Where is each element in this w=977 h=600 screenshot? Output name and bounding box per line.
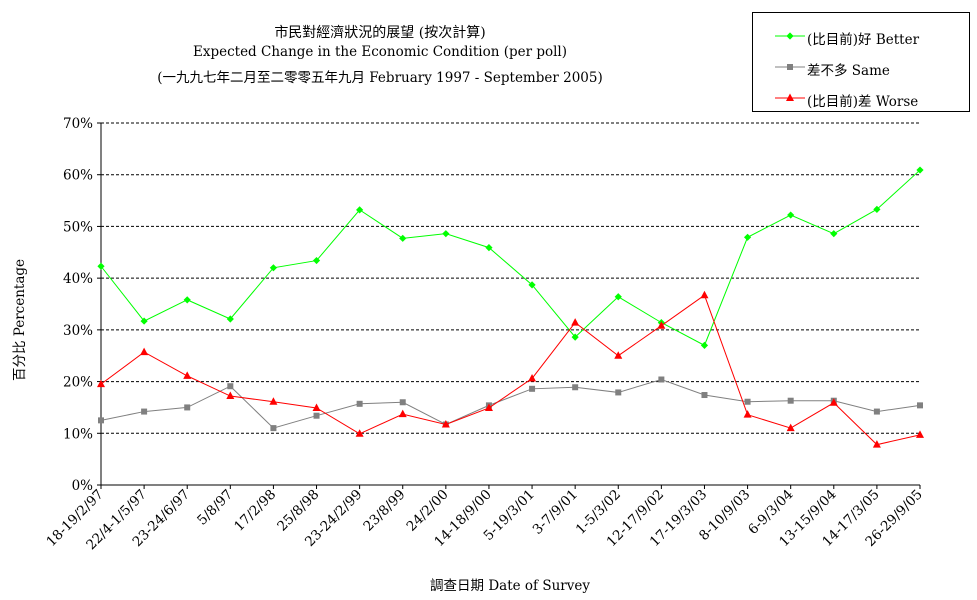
data-point xyxy=(97,262,105,270)
data-point xyxy=(226,315,234,323)
data-point xyxy=(312,256,321,265)
data-point xyxy=(786,423,795,432)
y-axis-label: 百分比 Percentage xyxy=(12,258,28,382)
data-point xyxy=(829,398,838,406)
y-tick-label: 20% xyxy=(63,375,93,391)
data-point xyxy=(872,440,881,448)
data-point xyxy=(700,290,709,299)
data-point xyxy=(270,425,277,432)
data-point xyxy=(916,166,924,174)
y-tick-label: 70% xyxy=(63,116,93,132)
data-point xyxy=(355,429,364,437)
chart-title: 市民對經濟狀況的展望 (按次計算) xyxy=(274,25,486,41)
legend-item-same: 差不多 Same xyxy=(761,57,966,79)
data-point xyxy=(97,379,105,388)
data-point xyxy=(529,385,536,392)
data-point xyxy=(269,397,278,405)
x-tick-label: 3-7/9/01 xyxy=(530,487,581,538)
y-tick-label: 40% xyxy=(63,271,93,287)
legend-item-better: (比目前)好 Better xyxy=(761,26,966,48)
data-point xyxy=(615,389,622,396)
data-point xyxy=(917,402,923,409)
data-point xyxy=(441,419,450,428)
series-line-1 xyxy=(100,378,921,429)
data-point xyxy=(787,397,794,404)
y-tick-label: 60% xyxy=(63,168,93,184)
data-point xyxy=(528,373,537,382)
data-point xyxy=(571,318,580,326)
data-point xyxy=(485,244,493,252)
data-point xyxy=(356,400,363,407)
legend-marker xyxy=(786,93,794,101)
data-point xyxy=(399,399,406,406)
data-point xyxy=(873,408,880,415)
legend-marker xyxy=(786,32,794,40)
legend-swatch-worse xyxy=(775,93,805,101)
data-point xyxy=(141,408,148,415)
data-point xyxy=(398,409,407,418)
legend-marker xyxy=(787,64,793,70)
data-point xyxy=(399,234,407,242)
data-point xyxy=(571,333,579,341)
data-point xyxy=(743,233,752,241)
data-point xyxy=(312,403,321,411)
x-axis-label: 調查日期 Date of Survey xyxy=(430,578,590,594)
data-point xyxy=(658,376,665,383)
series-line-2 xyxy=(100,294,921,446)
data-point xyxy=(743,410,752,418)
legend-label-worse: (比目前)差 Worse xyxy=(807,94,919,110)
data-point xyxy=(614,293,622,301)
x-tick-label: 23/8/99 xyxy=(360,487,408,535)
y-tick-label: 30% xyxy=(63,323,93,339)
data-point xyxy=(140,347,149,356)
data-point xyxy=(184,404,191,411)
x-tick-label: 5/8/97 xyxy=(194,487,236,529)
data-point xyxy=(873,205,881,213)
data-point xyxy=(442,230,450,238)
data-point xyxy=(916,430,924,438)
series-line-0 xyxy=(100,169,921,347)
legend-label-same: 差不多 Same xyxy=(807,63,890,79)
data-point xyxy=(269,264,278,272)
data-point xyxy=(226,391,235,400)
legend-label-better: (比目前)好 Better xyxy=(807,32,920,48)
data-point xyxy=(183,371,192,379)
data-point xyxy=(657,321,666,329)
data-point xyxy=(227,383,234,390)
data-point xyxy=(830,230,838,238)
y-tick-label: 10% xyxy=(63,426,93,442)
data-point xyxy=(572,384,579,391)
data-point xyxy=(183,296,191,304)
x-tick-label: 17/2/98 xyxy=(231,487,279,535)
data-point xyxy=(528,281,536,289)
legend-item-worse: (比目前)差 Worse xyxy=(761,88,966,110)
data-point xyxy=(356,206,364,214)
legend-swatch-better xyxy=(775,32,805,40)
y-tick-label: 0% xyxy=(72,478,94,494)
data-point xyxy=(614,351,623,359)
chart-subtitle: Expected Change in the Economic Conditio… xyxy=(192,44,568,60)
data-point xyxy=(140,317,148,325)
data-point xyxy=(744,398,751,405)
legend-swatch-same xyxy=(775,64,805,70)
data-point xyxy=(313,412,320,419)
data-point xyxy=(700,341,709,349)
legend: (比目前)好 Better 差不多 Same (比目前)差 Worse xyxy=(752,12,970,112)
y-tick-label: 50% xyxy=(63,219,93,235)
chart-subtitle-period: (一九九七年二月至二零零五年九月 February 1997 - Septemb… xyxy=(157,70,603,86)
data-point xyxy=(787,211,795,219)
data-point xyxy=(484,403,493,411)
data-point xyxy=(701,392,708,399)
data-point xyxy=(98,417,104,424)
